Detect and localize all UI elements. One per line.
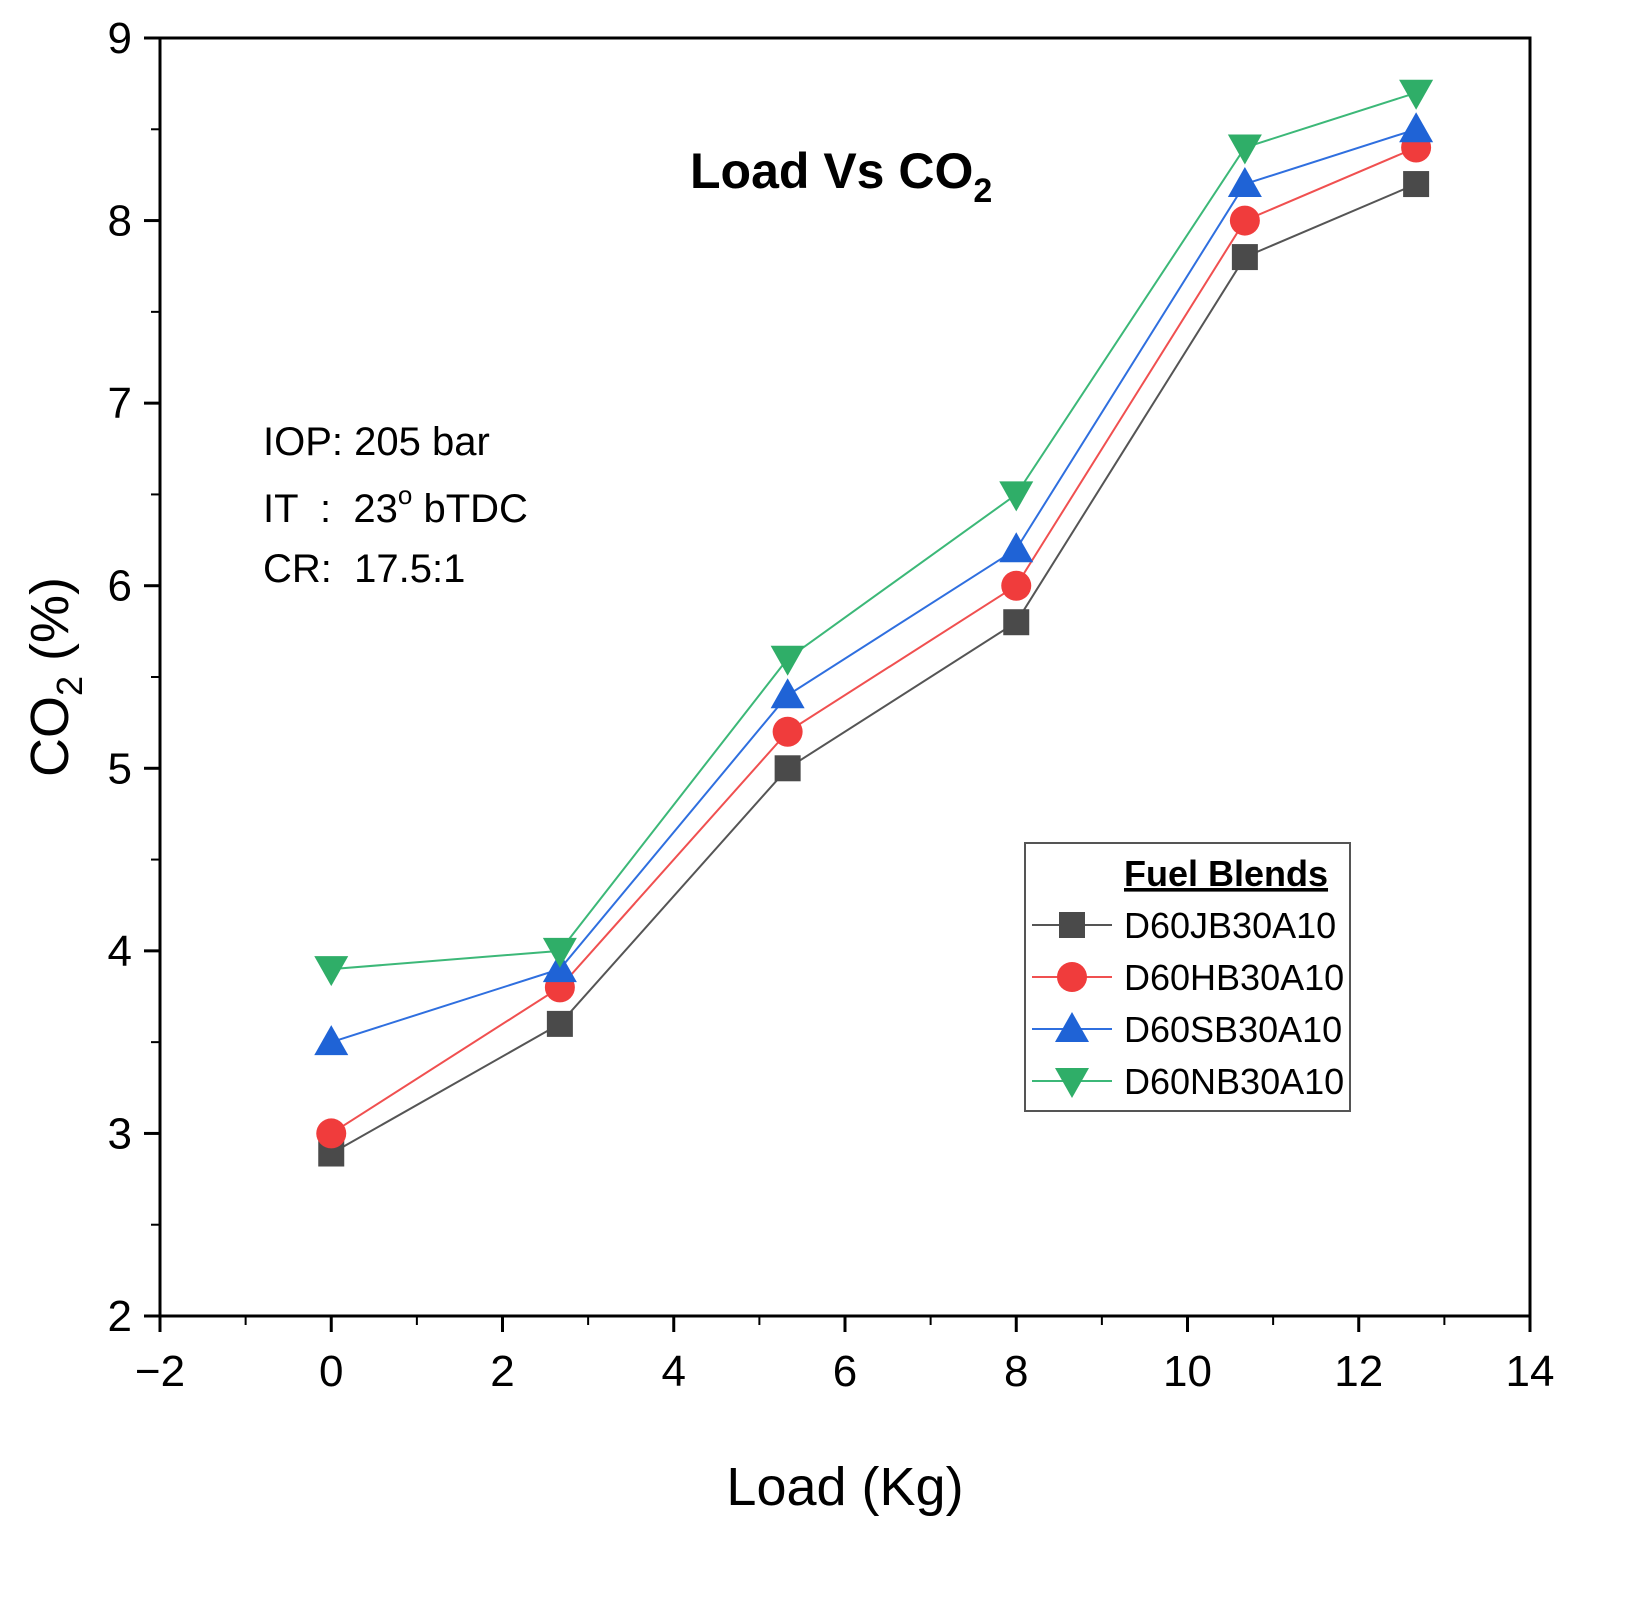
data-point xyxy=(316,1118,347,1149)
plot-area-frame xyxy=(158,36,1532,1318)
axis-ticks xyxy=(144,36,1532,1332)
data-point xyxy=(1003,609,1030,636)
data-point xyxy=(314,956,349,987)
legend-label: D60SB30A10 xyxy=(1124,1009,1342,1050)
y-tick-label: 3 xyxy=(108,1109,132,1158)
data-point xyxy=(999,532,1034,563)
legend: Fuel Blends D60JB30A10 D60HB30A10 D60SB30A… xyxy=(1024,842,1351,1112)
x-axis-title: Load (Kg) xyxy=(726,1457,963,1517)
condition-annotations: IOP: 205 bar IT : 23o bTDC CR: 17.5:1 xyxy=(263,420,528,591)
data-point xyxy=(1227,167,1262,198)
legend-label: D60JB30A10 xyxy=(1124,905,1336,946)
annotation-iop: IOP: 205 bar xyxy=(263,420,490,464)
x-tick-label: 2 xyxy=(490,1347,514,1396)
data-point xyxy=(772,716,803,747)
legend-entry-D60HB30A10: D60HB30A10 xyxy=(1032,957,1344,998)
data-point xyxy=(1227,134,1262,165)
data-point xyxy=(1001,570,1032,601)
legend-label: D60HB30A10 xyxy=(1124,957,1344,998)
series-layer xyxy=(314,79,1434,1167)
legend-entry-D60NB30A10: D60NB30A10 xyxy=(1032,1061,1344,1102)
x-tick-label: 4 xyxy=(662,1347,686,1396)
legend-marker xyxy=(1055,1012,1089,1042)
annotation-cr: CR: 17.5:1 xyxy=(263,547,465,591)
x-tick-label: 0 xyxy=(319,1347,343,1396)
legend-entry-D60SB30A10: D60SB30A10 xyxy=(1032,1009,1342,1050)
data-point xyxy=(770,645,805,676)
data-point xyxy=(770,678,805,709)
data-point xyxy=(314,1025,349,1056)
series-line xyxy=(331,91,1417,971)
legend-label: D60NB30A10 xyxy=(1124,1061,1344,1102)
data-point xyxy=(1399,112,1434,143)
x-tick-label: 10 xyxy=(1163,1347,1212,1396)
data-point xyxy=(999,481,1034,512)
series-line xyxy=(330,146,1417,1135)
data-point xyxy=(546,1010,573,1037)
x-tick-label: 12 xyxy=(1334,1347,1383,1396)
y-tick-label: 9 xyxy=(108,14,132,63)
data-point xyxy=(774,755,801,782)
x-tick-label: 8 xyxy=(1004,1347,1028,1396)
y-tick-label: 5 xyxy=(108,744,132,793)
y-axis-title: CO2 (%) xyxy=(20,577,90,777)
series-D60NB30A10 xyxy=(314,79,1434,987)
legend-title: Fuel Blends xyxy=(1124,853,1328,894)
series-line xyxy=(330,183,1417,1155)
data-point xyxy=(1229,205,1260,236)
data-point xyxy=(1403,171,1430,198)
legend-marker xyxy=(1059,912,1085,938)
y-tick-label: 8 xyxy=(108,197,132,246)
legend-marker xyxy=(1057,962,1087,992)
series-line xyxy=(330,128,1417,1044)
x-tick-label: −2 xyxy=(135,1347,185,1396)
y-tick-label: 6 xyxy=(108,562,132,611)
data-point xyxy=(542,937,577,968)
legend-entry-D60JB30A10: D60JB30A10 xyxy=(1032,905,1336,946)
y-tick-label: 4 xyxy=(108,927,132,976)
x-tick-label: 14 xyxy=(1506,1347,1555,1396)
chart-title: Load Vs CO2 xyxy=(690,143,992,210)
y-tick-label: 7 xyxy=(108,379,132,428)
y-tick-label: 2 xyxy=(108,1292,132,1341)
data-point xyxy=(1399,79,1434,110)
x-tick-label: 6 xyxy=(833,1347,857,1396)
legend-marker xyxy=(1055,1068,1089,1098)
annotation-it: IT : 23o bTDC xyxy=(263,480,528,531)
data-point xyxy=(1231,244,1258,271)
axis-tick-labels: −2 0 2 4 6 8 10 12 14 2 3 4 5 6 7 8 9 xyxy=(108,14,1555,1396)
